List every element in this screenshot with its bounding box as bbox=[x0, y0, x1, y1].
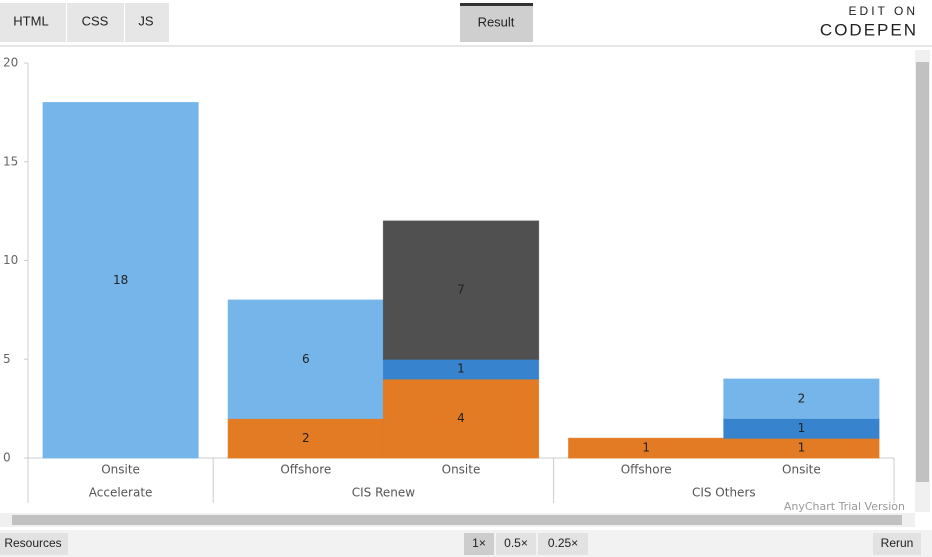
bar-segment bbox=[382, 378, 540, 459]
zoom[interactable]: 0.25× bbox=[548, 536, 578, 550]
tab-bg[interactable] bbox=[125, 3, 169, 42]
tab-bg[interactable] bbox=[0, 3, 66, 42]
y-tick-label: 20 bbox=[3, 56, 18, 70]
rerun[interactable]: Rerun bbox=[881, 536, 914, 550]
x-tick-label: Offshore bbox=[280, 463, 331, 477]
tab[interactable]: JS bbox=[138, 13, 154, 28]
zoom[interactable]: 1× bbox=[472, 536, 486, 550]
data-label: 1 bbox=[798, 421, 806, 435]
tab[interactable]: CSS bbox=[82, 13, 109, 28]
x-tick-label: Onsite bbox=[782, 463, 821, 477]
x-tick-label: Onsite bbox=[442, 463, 481, 477]
bar-segment bbox=[382, 220, 540, 360]
bar-segment bbox=[42, 102, 199, 459]
v-scroll-thumb[interactable] bbox=[916, 62, 929, 482]
result-tab[interactable]: Result bbox=[478, 14, 515, 29]
zoom-bg[interactable] bbox=[464, 533, 494, 555]
bar-segment bbox=[227, 299, 384, 419]
y-tick-label: 5 bbox=[3, 352, 11, 366]
h-scroll-thumb[interactable] bbox=[12, 515, 902, 525]
tab-bg[interactable] bbox=[67, 3, 124, 42]
rerun-bg[interactable] bbox=[873, 533, 921, 555]
data-label: 1 bbox=[457, 362, 465, 376]
data-label: 18 bbox=[113, 273, 128, 287]
data-label: 1 bbox=[642, 441, 650, 455]
resources-bg[interactable] bbox=[0, 533, 68, 555]
zoom[interactable]: 0.5× bbox=[504, 536, 528, 550]
data-label: 4 bbox=[457, 411, 465, 425]
group-label: CIS Others bbox=[692, 486, 756, 500]
brand-top[interactable]: EDIT ON bbox=[849, 4, 918, 18]
bar-segment bbox=[723, 378, 880, 419]
data-label: 2 bbox=[302, 431, 310, 445]
group-label: Accelerate bbox=[89, 486, 153, 500]
watermark: AnyChart Trial Version bbox=[784, 500, 905, 513]
data-label: 2 bbox=[798, 391, 806, 405]
data-label: 7 bbox=[457, 283, 465, 297]
y-tick-label: 10 bbox=[3, 253, 18, 267]
zoom-bg[interactable] bbox=[538, 533, 588, 555]
result-tab-bg[interactable] bbox=[460, 3, 533, 42]
result-tab-accent bbox=[460, 3, 533, 6]
x-tick-label: Onsite bbox=[101, 463, 140, 477]
x-tick-label: Offshore bbox=[621, 463, 672, 477]
group-label: CIS Renew bbox=[352, 486, 416, 500]
tab[interactable]: HTML bbox=[13, 13, 48, 28]
resources[interactable]: Resources bbox=[4, 536, 61, 550]
y-tick-label: 15 bbox=[3, 154, 18, 168]
brand-name[interactable]: CODEPEN bbox=[820, 20, 918, 39]
data-label: 6 bbox=[302, 352, 310, 366]
y-tick-label: 0 bbox=[3, 451, 11, 465]
zoom-bg[interactable] bbox=[496, 533, 536, 555]
data-label: 1 bbox=[798, 441, 806, 455]
